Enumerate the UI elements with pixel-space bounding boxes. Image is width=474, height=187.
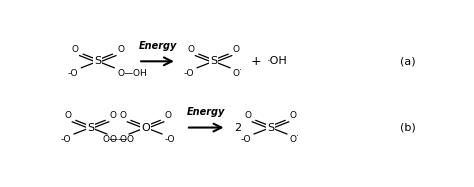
Text: O: O (187, 45, 194, 54)
Text: -O: -O (184, 69, 194, 78)
Text: O: O (290, 135, 297, 144)
Text: 2: 2 (234, 122, 241, 133)
Text: -O: -O (241, 135, 251, 144)
Text: O: O (165, 111, 172, 120)
Text: ·OH: ·OH (267, 56, 288, 66)
Text: Energy: Energy (187, 108, 225, 117)
Text: -O: -O (68, 69, 79, 78)
Text: (a): (a) (401, 56, 416, 66)
Text: S: S (94, 56, 101, 66)
Text: O: O (233, 69, 240, 78)
Text: O: O (244, 111, 251, 120)
Text: Energy: Energy (138, 41, 177, 51)
Text: +: + (250, 55, 261, 68)
Text: O: O (117, 45, 124, 54)
Text: S: S (267, 122, 274, 133)
Text: O——O: O——O (102, 135, 134, 144)
Text: O: O (110, 135, 117, 144)
Text: (b): (b) (401, 122, 416, 133)
Text: O: O (233, 45, 240, 54)
Text: O: O (72, 45, 79, 54)
Text: S: S (87, 122, 94, 133)
Text: ·: · (239, 66, 242, 75)
Text: S: S (210, 56, 217, 66)
Text: O: O (119, 111, 126, 120)
Text: -O: -O (165, 135, 175, 144)
Text: O: O (64, 111, 71, 120)
Text: ·: · (296, 133, 299, 142)
Text: O: O (290, 111, 297, 120)
Text: O: O (141, 122, 150, 133)
Text: -O: -O (61, 135, 71, 144)
Text: O—OH: O—OH (117, 69, 147, 78)
Text: O: O (110, 111, 117, 120)
Text: O: O (119, 135, 126, 144)
